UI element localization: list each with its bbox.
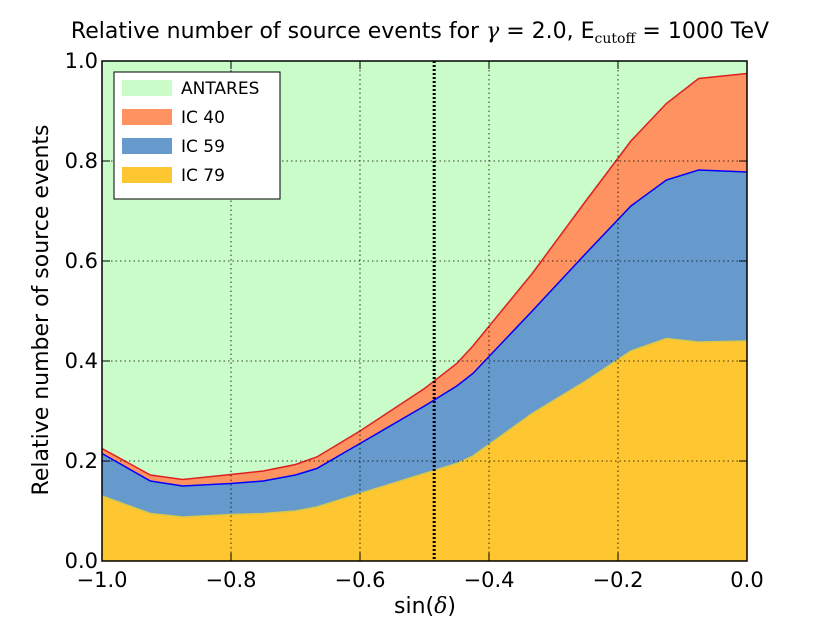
tick-marks <box>101 60 748 562</box>
chart-title: Relative number of source events for γ =… <box>71 19 769 47</box>
legend-label-ic-59: IC 59 <box>181 137 225 157</box>
title-subscript: cutoff <box>595 31 637 47</box>
legend-swatch-ic-79 <box>122 167 172 183</box>
x-tick-label: −1.0 <box>77 568 128 592</box>
title-suffix: = 1000 TeV <box>635 19 769 44</box>
y-axis-label: Relative number of source events <box>29 125 54 496</box>
legend-label-antares: ANTARES <box>181 79 259 99</box>
x-axis-label: sin(δ) <box>394 594 456 619</box>
title-gamma: γ <box>486 19 500 44</box>
line-ic-59 <box>101 169 748 487</box>
legend-label-ic-79: IC 79 <box>181 166 225 186</box>
legend: ANTARES IC 40 IC 59 IC 79 <box>113 71 281 200</box>
y-tick-label: 0.8 <box>65 149 98 173</box>
x-tick-label: −0.6 <box>335 568 386 592</box>
y-tick-label: 0.2 <box>65 449 98 473</box>
title-gamma-text: = 2.0, E <box>499 19 594 44</box>
x-tick-label: −0.4 <box>464 568 515 592</box>
x-tick-label: −0.2 <box>593 568 644 592</box>
y-tick-label: 1.0 <box>65 49 98 73</box>
y-tick-label: 0.4 <box>65 349 98 373</box>
y-tick-label: 0.0 <box>65 549 98 573</box>
x-tick-label: 0.0 <box>730 568 763 592</box>
title-prefix: Relative number of source events for <box>71 19 486 44</box>
y-tick-label: 0.6 <box>65 249 98 273</box>
y-tick-labels: 0.0 0.2 0.4 0.6 0.8 1.0 <box>65 49 98 573</box>
xlabel-suffix: ) <box>447 594 456 619</box>
xlabel-symbol: δ <box>434 594 447 619</box>
x-tick-label: −0.8 <box>206 568 257 592</box>
x-tick-labels: −1.0 −0.8 −0.6 −0.4 −0.2 0.0 <box>77 568 764 592</box>
legend-swatch-ic-59 <box>122 138 172 154</box>
line-ic-79 <box>101 337 748 518</box>
series-lines <box>101 72 748 518</box>
legend-swatch-ic-40 <box>122 109 172 125</box>
area-ic-79 <box>102 338 747 561</box>
plot-frame <box>101 60 748 562</box>
line-ic-40 <box>101 72 748 481</box>
xlabel-prefix: sin( <box>394 594 434 619</box>
legend-label-ic-40: IC 40 <box>181 108 225 128</box>
legend-swatch-antares <box>122 80 172 96</box>
